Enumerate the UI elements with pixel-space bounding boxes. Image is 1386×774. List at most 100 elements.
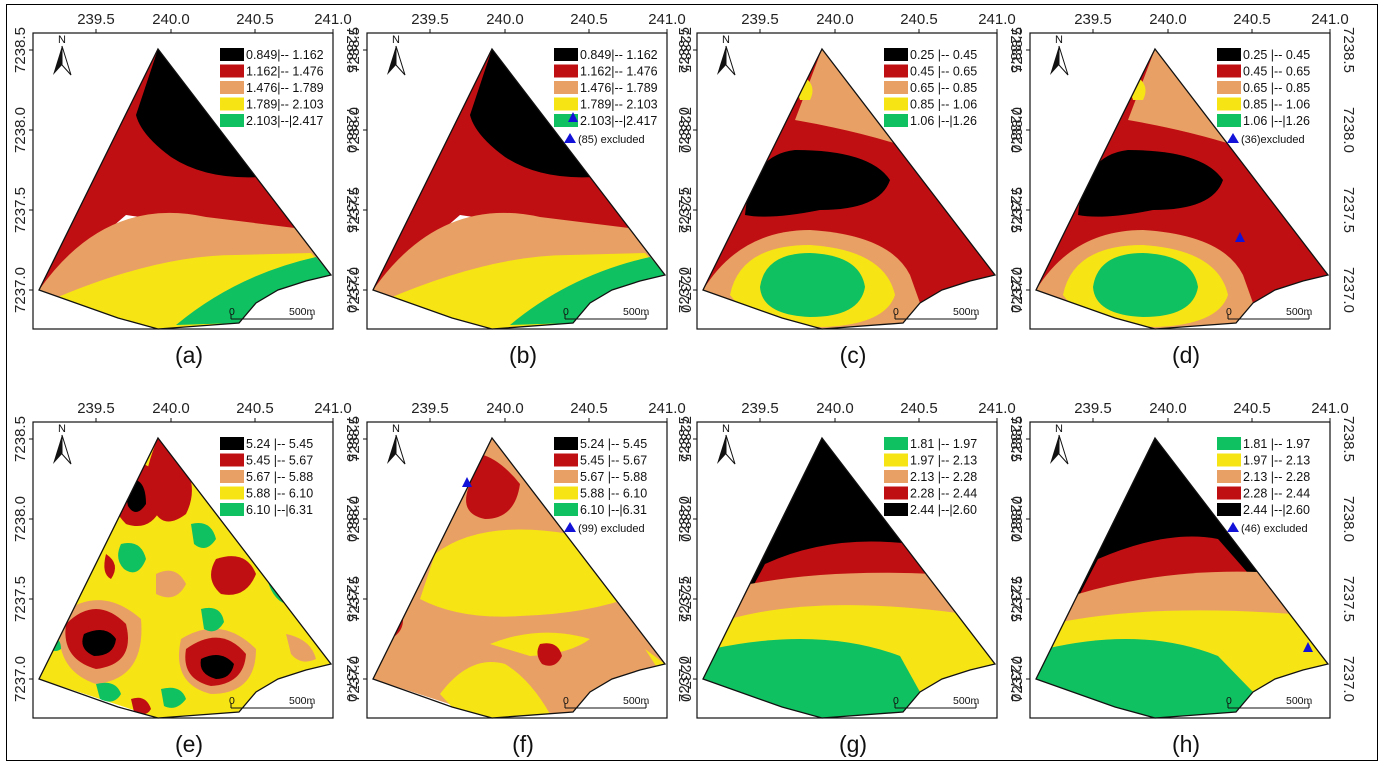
legend-swatch-red	[1217, 64, 1241, 78]
legend-label: 5.67 |-- 5.88	[246, 470, 313, 484]
y-tick-label-right: 7238.0	[1007, 496, 1024, 542]
x-tick-label: 240.5	[236, 11, 274, 28]
legend-swatch-green	[220, 503, 244, 516]
y-tick-label-left: 7237.0	[1009, 267, 1026, 313]
zone-red	[466, 454, 520, 519]
x-tick-label: 239.5	[741, 11, 779, 28]
y-tick-label-left: 7237.5	[12, 576, 29, 622]
y-tick-label-right: 7237.5	[1007, 576, 1024, 622]
legend-swatch-yellow	[1217, 97, 1241, 111]
y-tick-label-left: 7237.0	[346, 267, 363, 313]
x-tick-label: 240.5	[900, 400, 938, 417]
legend-label: 5.88 |-- 6.10	[580, 487, 647, 501]
map-panel-c: 239.5 240.0 240.5 241.0 7238.5 7238.5 7238.0 72…	[670, 5, 1024, 385]
y-tick-label-right: 7238.0	[677, 107, 694, 153]
legend-swatch-black	[220, 48, 244, 61]
map-frame	[366, 421, 668, 719]
study-area-outline	[38, 47, 333, 330]
legend-label: 0.849|-- 1.162	[246, 48, 324, 62]
zone-green	[176, 257, 331, 325]
x-tick-label: 239.5	[741, 400, 779, 417]
excluded-note: (46) excluded	[1241, 523, 1308, 535]
zone-black	[136, 49, 260, 178]
zone-black	[1078, 150, 1223, 217]
map-frame	[1029, 32, 1331, 330]
legend-swatch-black	[884, 503, 908, 516]
legend-label: 1.476|-- 1.789	[246, 81, 324, 95]
scale-end: 500m	[953, 695, 980, 707]
legend-swatch-orange	[1217, 470, 1241, 483]
legend-label: 1.476|-- 1.789	[580, 81, 658, 95]
x-tick-label: 240.0	[486, 11, 524, 28]
legend-label: 1.06 |--|1.26	[1243, 114, 1310, 128]
legend-label: 0.85 |-- 1.06	[1243, 98, 1310, 112]
map-panel-h: 239.5 240.0 240.5 241.0 7238.5 7238.5 7238.0 72…	[1003, 394, 1357, 774]
legend-label: 0.65 |-- 0.85	[1243, 81, 1310, 95]
x-tick-label: 239.5	[411, 11, 449, 28]
legend-label: 5.24 |-- 5.45	[580, 437, 647, 451]
scale-end: 500m	[623, 306, 650, 318]
y-tick-label-left: 7238.0	[676, 496, 693, 542]
zone-yellow	[645, 649, 665, 666]
zone-red	[373, 603, 404, 636]
y-tick-label-left: 7237.5	[346, 187, 363, 233]
legend-swatch-green	[1217, 437, 1241, 450]
map-panel-g: 239.5 240.0 240.5 241.0 7238.5 7238.5 7238.0 72…	[670, 394, 1024, 774]
excluded-point-marker-icon	[568, 112, 578, 122]
surface-zones	[703, 438, 995, 718]
legend-swatch-orange	[884, 470, 908, 483]
y-tick-label-right: 7237.5	[1007, 187, 1024, 233]
y-tick-label-right: 7237.0	[1007, 267, 1024, 313]
y-tick-label-left: 7238.5	[346, 27, 363, 73]
study-area-outline	[372, 436, 667, 719]
scale-start: 0	[229, 306, 235, 318]
zone-green	[96, 682, 121, 702]
scale-end: 500m	[953, 306, 980, 318]
x-tick-label: 241.0	[978, 400, 1016, 417]
map-panel-e: 239.5 240.0 240.5 241.0 7238.5 7238.5 7238.0 72…	[6, 394, 360, 774]
legend-swatch-black	[554, 437, 578, 450]
y-tick-label-left: 7238.5	[1009, 416, 1026, 462]
y-tick-label-right: 7238.0	[1340, 496, 1357, 542]
panel-caption: (a)	[174, 342, 204, 368]
north-arrow-icon	[1050, 45, 1069, 76]
legend-swatch-orange	[220, 81, 244, 94]
y-tick-label-left: 7238.0	[346, 496, 363, 542]
legend-swatch-yellow	[554, 486, 578, 500]
y-tick-label-right: 7237.0	[1007, 656, 1024, 702]
y-tick-label-left: 7237.0	[12, 656, 29, 702]
surface-zones	[39, 49, 331, 329]
legend-label: 0.25 |-- 0.45	[1243, 48, 1310, 62]
zone-red	[131, 697, 151, 715]
zone-black	[200, 655, 234, 679]
legend-swatch-green	[1217, 114, 1241, 127]
north-label: N	[1055, 423, 1063, 435]
legend-swatch-yellow	[220, 97, 244, 111]
zone-orange	[286, 634, 316, 662]
x-tick-label: 240.0	[486, 400, 524, 417]
map-frame	[366, 32, 668, 330]
legend-label: 2.44 |--|2.60	[1243, 503, 1310, 517]
x-tick-label: 241.0	[314, 400, 352, 417]
excluded-point-marker-icon	[1235, 232, 1245, 242]
x-tick-label: 240.0	[1149, 400, 1187, 417]
legend-label: 1.162|-- 1.476	[246, 65, 324, 79]
scale-start: 0	[563, 306, 569, 318]
y-tick-label-right: 7238.0	[1007, 107, 1024, 153]
zone-green	[118, 543, 146, 573]
y-tick-label-right: 7237.5	[677, 576, 694, 622]
zone-red	[537, 643, 562, 666]
scale-start: 0	[229, 695, 235, 707]
map-frame	[696, 421, 998, 719]
x-tick-label: 240.5	[570, 400, 608, 417]
excluded-legend-marker-icon	[564, 133, 576, 143]
y-tick-label-right: 7238.5	[677, 416, 694, 462]
x-tick-label: 239.5	[1074, 11, 1112, 28]
y-tick-label-right: 7238.0	[677, 496, 694, 542]
map-frame	[1029, 421, 1331, 719]
panel-caption: (f)	[512, 731, 534, 757]
y-tick-label-left: 7238.5	[676, 27, 693, 73]
legend-swatch-red	[1217, 486, 1241, 500]
